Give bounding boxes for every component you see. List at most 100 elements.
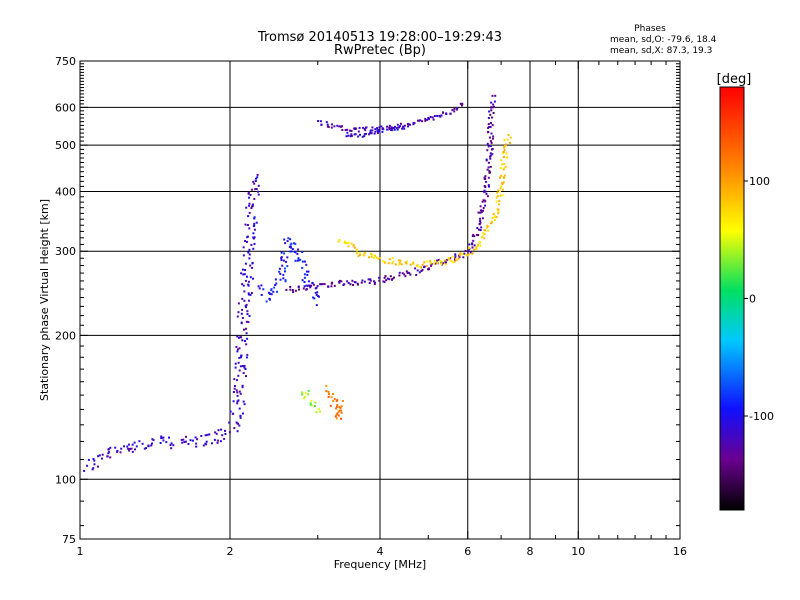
data-point <box>240 321 243 324</box>
y-tick-label: 600 <box>55 101 76 114</box>
data-point <box>215 432 218 435</box>
data-point <box>289 250 292 253</box>
data-point <box>503 177 505 179</box>
data-point <box>399 259 402 262</box>
data-point <box>159 442 162 444</box>
data-point <box>247 251 250 254</box>
data-point <box>248 204 251 207</box>
data-point <box>491 94 494 97</box>
data-point <box>247 280 250 283</box>
data-point <box>482 190 485 193</box>
data-point <box>257 190 259 193</box>
data-point <box>487 131 489 134</box>
data-point <box>499 194 502 197</box>
data-point <box>368 282 371 284</box>
data-point <box>246 313 249 315</box>
data-point <box>367 278 370 281</box>
data-point <box>431 116 434 119</box>
data-point <box>255 221 258 224</box>
data-point <box>233 385 236 387</box>
x-tick-label: 8 <box>527 545 534 558</box>
data-point <box>162 439 165 442</box>
data-point <box>240 312 243 315</box>
data-point <box>245 343 248 346</box>
data-point <box>232 400 235 403</box>
data-point <box>244 240 247 242</box>
data-point <box>491 216 494 219</box>
data-point <box>430 264 433 267</box>
data-point <box>93 459 96 462</box>
data-point <box>290 250 293 253</box>
data-point <box>241 308 244 311</box>
data-point <box>487 161 490 164</box>
data-point <box>355 252 358 255</box>
data-point <box>235 345 238 348</box>
data-point <box>419 119 422 122</box>
data-point <box>294 289 297 292</box>
y-tick-label: 400 <box>55 185 76 198</box>
data-point <box>442 262 445 265</box>
colorbar-tick-label: -100 <box>749 410 774 423</box>
data-point <box>239 392 242 395</box>
data-point <box>244 262 247 265</box>
data-point <box>323 283 326 286</box>
data-point <box>221 434 224 437</box>
axes: 1 2 4 6 8 10 16 75 100 200 300 400 500 600 750 <box>55 55 687 558</box>
data-point <box>236 391 239 394</box>
data-point <box>357 255 360 258</box>
data-point <box>183 441 186 443</box>
data-point <box>349 129 351 132</box>
data-point <box>338 406 341 409</box>
data-point <box>224 429 226 432</box>
data-point <box>325 121 328 124</box>
data-point <box>486 226 489 229</box>
data-point <box>204 442 207 445</box>
data-point <box>391 277 394 280</box>
data-point <box>325 390 328 393</box>
data-point <box>289 288 292 291</box>
data-point <box>336 399 339 402</box>
data-point <box>196 438 199 441</box>
data-point <box>251 204 254 207</box>
data-point <box>150 444 153 447</box>
data-point <box>472 233 475 236</box>
data-point <box>502 175 505 178</box>
data-point <box>352 284 354 286</box>
y-tick-label: 300 <box>55 245 76 258</box>
data-point <box>274 278 277 281</box>
y-tick-label: 500 <box>55 139 76 152</box>
data-point <box>252 232 255 235</box>
data-point <box>253 242 256 245</box>
data-point <box>480 209 482 212</box>
data-point <box>253 228 256 231</box>
data-point <box>480 226 483 229</box>
data-point <box>343 241 346 244</box>
data-point <box>314 401 317 404</box>
data-point <box>374 130 377 133</box>
data-point <box>467 250 470 253</box>
data-point <box>160 436 163 439</box>
data-point <box>265 300 268 303</box>
data-point <box>91 468 94 471</box>
data-point <box>241 365 244 367</box>
data-point <box>405 270 408 273</box>
data-point <box>330 396 333 399</box>
data-point <box>327 390 330 393</box>
data-point <box>489 126 492 128</box>
data-point <box>493 100 496 103</box>
data-point <box>429 116 432 118</box>
data-point <box>303 397 305 400</box>
data-point <box>349 283 352 286</box>
data-point <box>138 440 141 443</box>
data-point <box>447 258 450 261</box>
data-point <box>424 117 427 120</box>
data-point <box>384 261 386 264</box>
colorbar <box>720 87 744 510</box>
data-point <box>315 411 318 414</box>
data-point <box>486 142 489 145</box>
data-point <box>243 299 246 302</box>
data-point <box>363 252 366 254</box>
data-point <box>340 411 343 414</box>
data-point <box>299 258 302 261</box>
data-point <box>241 384 244 387</box>
